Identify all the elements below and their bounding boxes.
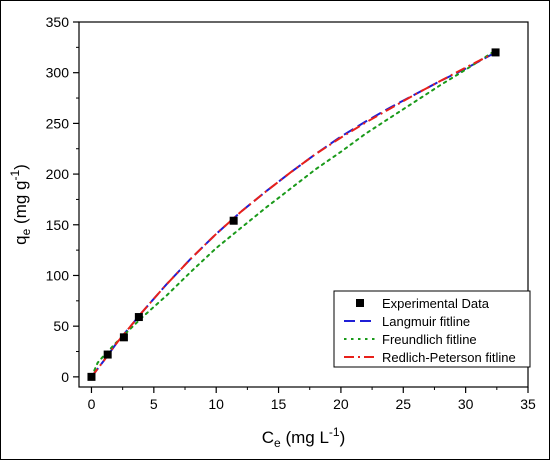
data-point xyxy=(87,372,96,381)
y-tick-label: 200 xyxy=(46,166,70,182)
x-tick-label: 25 xyxy=(395,396,411,412)
y-tick-label: 50 xyxy=(53,318,69,334)
x-tick-label: 10 xyxy=(208,396,224,412)
legend-label: Redlich-Peterson fitline xyxy=(382,350,516,365)
legend-box xyxy=(333,290,531,368)
data-point xyxy=(134,313,143,322)
legend: Experimental Data Langmuir fitline Freundl… xyxy=(333,290,531,368)
data-point xyxy=(491,48,500,57)
y-tick-label: 0 xyxy=(61,369,69,385)
y-tick-label: 350 xyxy=(46,14,70,30)
y-tick-label: 150 xyxy=(46,217,70,233)
x-tick-label: 5 xyxy=(150,396,158,412)
x-tick-label: 15 xyxy=(271,396,287,412)
data-point xyxy=(119,333,128,342)
y-tick-label: 300 xyxy=(46,65,70,81)
legend-label: Freundlich fitline xyxy=(382,332,477,347)
y-tick-label: 100 xyxy=(46,267,70,283)
experimental-points xyxy=(87,48,500,381)
x-tick-label: 30 xyxy=(458,396,474,412)
y-axis: 0 50 100 150 200 250 300 350 xyxy=(46,14,79,385)
legend-label: Langmuir fitline xyxy=(382,314,470,329)
legend-marker xyxy=(356,299,364,307)
series-line-redlich-peterson-fitline xyxy=(90,51,497,378)
x-axis-title: Ce (mg L-1) xyxy=(262,425,346,450)
legend-label: Experimental Data xyxy=(382,296,490,311)
y-axis-title: qe (mg g-1) xyxy=(8,164,33,245)
data-point xyxy=(229,216,238,225)
x-tick-label: 20 xyxy=(333,396,349,412)
x-tick-label: 35 xyxy=(520,396,536,412)
y-tick-label: 250 xyxy=(46,115,70,131)
x-axis: 0 5 10 15 20 25 30 35 xyxy=(88,387,536,412)
data-point xyxy=(103,350,112,359)
plot-area xyxy=(78,21,529,388)
x-tick-label: 0 xyxy=(88,396,96,412)
